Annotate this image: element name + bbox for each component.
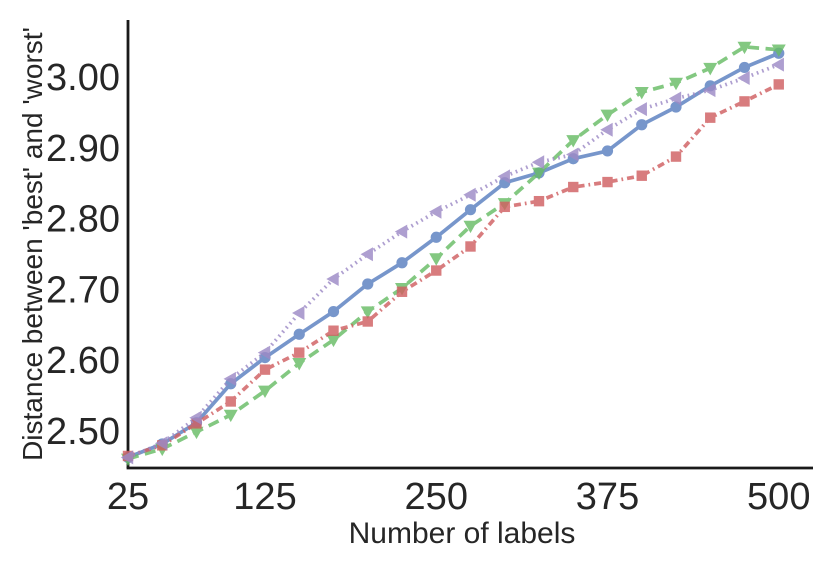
x-tick-label: 375 — [576, 476, 639, 518]
green-dashed-triangle-down-marker — [532, 167, 546, 181]
x-tick-label: 250 — [405, 476, 468, 518]
purple-dotted-triangle-left-marker — [120, 450, 134, 465]
red-dashdot-square-line — [127, 82, 780, 458]
purple-dotted-triangle-left-marker — [463, 187, 476, 202]
green-dashed-triangle-down-marker — [258, 385, 272, 399]
blue-solid-circle-marker — [430, 231, 442, 243]
red-dashdot-square-marker — [431, 265, 442, 276]
purple-dotted-triangle-left-marker — [189, 410, 202, 425]
purple-dotted-triangle-left-marker — [566, 147, 579, 162]
red-dashdot-square-marker — [773, 79, 784, 90]
red-dashdot-square-marker — [499, 201, 510, 213]
blue-solid-circle-marker — [636, 119, 648, 131]
green-dashed-triangle-down-marker — [292, 358, 307, 371]
red-dashdot-square-marker — [225, 396, 236, 407]
red-dashdot-square-marker — [739, 96, 750, 107]
green-dashed-triangle-down-marker — [360, 306, 375, 319]
green-dashed-triangle-down-marker — [771, 44, 786, 57]
red-dashdot-square-marker — [705, 112, 716, 123]
purple-dotted-triangle-left-marker — [703, 83, 716, 98]
y-axis-title: Distance between 'best' and 'worst' — [17, 27, 48, 461]
red-dashdot-square-marker — [362, 316, 373, 327]
red-dashdot-square-marker — [465, 241, 476, 252]
y-tick-label: 2.50 — [46, 411, 120, 453]
purple-dotted-triangle-left-marker — [771, 57, 784, 72]
x-tick-label: 500 — [747, 476, 810, 518]
purple-dotted-triangle-left-marker — [600, 122, 613, 137]
green-dashed-triangle-down-marker — [429, 253, 444, 266]
series-layer — [120, 41, 786, 466]
blue-solid-circle-marker — [293, 328, 305, 340]
red-dashdot-square-marker — [294, 347, 305, 358]
green-dashed-triangle-down-markers — [121, 41, 786, 466]
red-dashdot-square-marker — [636, 170, 647, 181]
red-dashdot-square-marker — [568, 181, 579, 193]
red-dashdot-square-series — [122, 79, 784, 462]
purple-dotted-triangle-left-marker — [429, 204, 442, 219]
blue-solid-circle-marker — [738, 61, 751, 74]
green-dashed-triangle-down-marker — [189, 426, 204, 440]
x-axis-title: Number of labels — [349, 517, 576, 550]
purple-dotted-triangle-left-marker — [634, 102, 647, 117]
red-dashdot-square-marker — [602, 176, 613, 188]
blue-solid-circle-marker — [327, 305, 340, 318]
purple-dotted-triangle-left-marker — [668, 91, 682, 106]
red-dashdot-square-markers — [122, 79, 784, 462]
y-tick-label: 3.00 — [46, 57, 120, 99]
y-tick-label: 2.90 — [46, 128, 120, 170]
green-dashed-triangle-down-marker — [566, 135, 581, 148]
purple-dotted-triangle-left-marker — [360, 247, 373, 262]
green-dashed-triangle-down-marker — [669, 77, 683, 91]
blue-solid-circle-marker — [464, 204, 477, 216]
green-dashed-triangle-down-series — [121, 41, 786, 466]
y-tick-labels: 2.50 2.60 2.70 2.80 2.90 3.00 — [46, 57, 120, 453]
y-tick-label: 2.60 — [46, 340, 120, 382]
y-tick-label: 2.70 — [46, 269, 120, 311]
blue-solid-circle-marker — [362, 278, 374, 290]
green-dashed-triangle-down-marker — [600, 109, 615, 123]
purple-dotted-triangle-left-series — [120, 57, 784, 465]
blue-solid-circle-marker — [670, 101, 682, 113]
purple-dotted-triangle-left-markers — [120, 57, 784, 465]
blue-solid-circle-line — [127, 51, 780, 460]
red-dashdot-square-marker — [670, 151, 682, 162]
red-dashdot-square-marker — [396, 286, 408, 297]
green-dashed-triangle-down-marker — [326, 334, 341, 348]
purple-dotted-triangle-left-marker — [326, 272, 339, 287]
green-dashed-triangle-down-line — [127, 45, 779, 461]
x-tick-label: 25 — [107, 476, 149, 518]
y-tick-label: 2.80 — [46, 199, 120, 241]
green-dashed-triangle-down-marker — [223, 409, 238, 423]
red-dashdot-square-marker — [533, 195, 545, 207]
red-dashdot-square-marker — [191, 418, 202, 429]
blue-solid-circle-markers — [122, 47, 785, 463]
purple-dotted-triangle-left-marker — [155, 436, 168, 451]
purple-dotted-triangle-left-marker — [394, 224, 408, 239]
blue-solid-circle-marker — [396, 257, 408, 269]
green-dashed-triangle-down-marker — [703, 62, 718, 76]
green-dashed-triangle-down-marker — [463, 220, 478, 234]
blue-solid-circle-marker — [601, 145, 614, 157]
red-dashdot-square-marker — [328, 325, 339, 336]
green-dashed-triangle-down-marker — [737, 41, 752, 55]
purple-dotted-triangle-left-marker — [223, 371, 236, 386]
x-tick-label: 125 — [233, 476, 296, 518]
purple-dotted-triangle-left-marker — [292, 306, 305, 321]
purple-dotted-triangle-left-marker — [257, 345, 271, 360]
blue-solid-circle-series — [122, 47, 785, 463]
green-dashed-triangle-down-marker — [634, 86, 649, 100]
x-tick-labels: 25 125 250 375 500 — [107, 476, 811, 518]
purple-dotted-triangle-left-marker — [737, 71, 750, 86]
red-dashdot-square-marker — [259, 364, 271, 375]
purple-dotted-triangle-left-marker — [497, 169, 510, 184]
purple-dotted-triangle-left-marker — [531, 155, 545, 170]
